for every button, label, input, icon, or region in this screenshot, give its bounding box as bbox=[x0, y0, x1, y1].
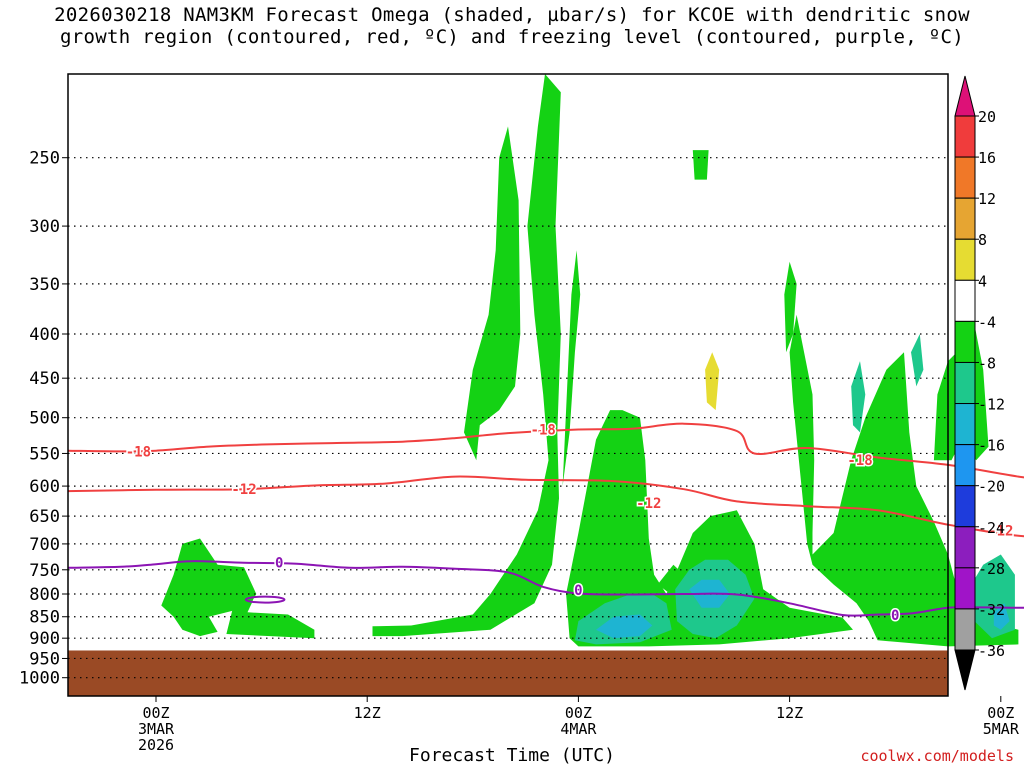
omega-region-21 bbox=[596, 614, 653, 639]
plot-border bbox=[67, 73, 949, 697]
colorbar-swatch-7 bbox=[954, 403, 976, 446]
xtick-label-2-1: 4MAR bbox=[560, 720, 597, 738]
ytick-label-750: 750 bbox=[29, 561, 60, 581]
ytick-label-550: 550 bbox=[29, 444, 60, 464]
omega-region-8 bbox=[464, 126, 521, 461]
plot-frame bbox=[67, 73, 949, 697]
ytick-label-600: 600 bbox=[29, 477, 60, 497]
contour-line-2 bbox=[67, 560, 1024, 617]
colorbar-swatch-8 bbox=[954, 444, 976, 487]
contour-label-8: 0 bbox=[891, 608, 899, 624]
ytick-label-850: 850 bbox=[29, 608, 60, 628]
colorbar-swatch-11 bbox=[954, 567, 976, 610]
colorbar-swatch-6 bbox=[954, 361, 976, 405]
colorbar-label-7: -12 bbox=[978, 396, 1005, 414]
ytick-label-950: 950 bbox=[29, 649, 60, 669]
colorbar-swatch-3 bbox=[954, 238, 976, 281]
xtick-label-4-1: 5MAR bbox=[983, 720, 1020, 738]
omega-region-9 bbox=[562, 250, 581, 487]
omega-region-12 bbox=[784, 261, 797, 353]
ytick-label-350: 350 bbox=[29, 275, 60, 295]
omega-region-7 bbox=[372, 74, 561, 637]
contour-label-5: -12 bbox=[988, 523, 1013, 539]
xtick-label-3-0: 12Z bbox=[776, 704, 803, 722]
contour-closed-0 bbox=[244, 595, 286, 604]
omega-region-0 bbox=[149, 186, 209, 362]
chart-title: 2026030218 NAM3KM Forecast Omega (shaded… bbox=[0, 4, 1024, 48]
contour-line-1 bbox=[67, 475, 1024, 538]
omega-region-23 bbox=[993, 603, 1010, 630]
colorbar-label-4: 4 bbox=[978, 272, 987, 290]
xtick-label-4-0: 00Z bbox=[987, 704, 1014, 722]
contour-line-0 bbox=[67, 422, 1024, 479]
xtick-label-1-0: 12Z bbox=[354, 704, 381, 722]
colorbar-label-9: -20 bbox=[978, 478, 1005, 496]
ytick-label-1000: 1000 bbox=[19, 669, 60, 689]
colorbar-swatch-9 bbox=[954, 485, 976, 528]
colorbar-swatch-5 bbox=[954, 320, 976, 363]
ytick-label-450: 450 bbox=[29, 369, 60, 389]
omega-region-4 bbox=[692, 150, 709, 180]
colorbar-swatch-2 bbox=[954, 197, 976, 240]
colorbar-label-13: -36 bbox=[978, 642, 1005, 660]
omega-shading bbox=[149, 74, 1019, 647]
ytick-label-800: 800 bbox=[29, 585, 60, 605]
colorbar-bottom-arrow bbox=[954, 649, 976, 691]
omega-region-18 bbox=[851, 361, 866, 433]
colorbar-label-0: 20 bbox=[978, 108, 996, 126]
title-line-2: growth region (contoured, red, ºC) and f… bbox=[60, 26, 964, 48]
contour-label-7: 0 bbox=[574, 583, 582, 599]
ytick-label-900: 900 bbox=[29, 629, 60, 649]
omega-region-13 bbox=[789, 314, 1019, 647]
colorbar-swatch-12 bbox=[954, 608, 976, 651]
omega-region-6 bbox=[226, 584, 315, 639]
terrain-layer bbox=[68, 650, 948, 696]
contour-label-0: -18 bbox=[126, 444, 151, 460]
ytick-label-700: 700 bbox=[29, 535, 60, 555]
ytick-label-500: 500 bbox=[29, 409, 60, 429]
colorbar-swatch-4 bbox=[954, 279, 976, 322]
colorbar-swatch-1 bbox=[954, 156, 976, 199]
pressure-gridlines bbox=[68, 157, 948, 679]
contour-label-3: -12 bbox=[231, 482, 256, 498]
omega-region-10 bbox=[566, 410, 853, 647]
x-axis-label: Forecast Time (UTC) bbox=[409, 745, 615, 766]
colorbar-label-3: 8 bbox=[978, 231, 987, 249]
xtick-label-0-1: 3MAR bbox=[138, 720, 175, 738]
omega-region-19 bbox=[911, 334, 924, 387]
colorbar-label-12: -32 bbox=[978, 601, 1005, 619]
colorbar-label-11: -28 bbox=[978, 560, 1005, 578]
colorbar-label-6: -8 bbox=[978, 354, 996, 372]
temperature-contours: -18 -18 -18 -12 -12 -12 0 0 0 bbox=[67, 421, 1024, 625]
ytick-label-300: 300 bbox=[29, 217, 60, 237]
omega-region-3 bbox=[705, 352, 720, 411]
colorbar-label-1: 16 bbox=[978, 149, 996, 167]
ytick-label-400: 400 bbox=[29, 325, 60, 345]
colorbar: 20 16 12 8 4 -4 -8 -12 -16 -20 -24 -28 -32 -36 bbox=[954, 75, 1005, 691]
xtick-label-2-0: 00Z bbox=[565, 704, 592, 722]
contour-label-2: -18 bbox=[847, 453, 872, 469]
contour-label-4: -12 bbox=[636, 496, 661, 512]
colorbar-swatch-10 bbox=[954, 526, 976, 569]
xtick-label-0-2: 2026 bbox=[138, 736, 174, 754]
omega-region-5 bbox=[161, 538, 257, 637]
terrain-fill bbox=[68, 650, 948, 696]
y-axis-ticks: 2503003504004505005506006507007508008509… bbox=[19, 149, 68, 689]
xtick-label-0-0: 00Z bbox=[142, 704, 169, 722]
ytick-label-250: 250 bbox=[29, 149, 60, 169]
colorbar-label-10: -24 bbox=[978, 519, 1005, 537]
contour-label-1: -18 bbox=[531, 423, 556, 439]
title-line-1: 2026030218 NAM3KM Forecast Omega (shaded… bbox=[54, 4, 970, 26]
colorbar-swatch-0 bbox=[954, 115, 976, 158]
colorbar-label-2: 12 bbox=[978, 190, 996, 208]
colorbar-label-5: -4 bbox=[978, 313, 996, 331]
contour-label-6: 0 bbox=[275, 556, 283, 572]
ytick-label-650: 650 bbox=[29, 507, 60, 527]
omega-region-1 bbox=[694, 200, 760, 454]
site-credit: coolwx.com/models bbox=[860, 747, 1014, 765]
colorbar-label-8: -16 bbox=[978, 437, 1005, 455]
colorbar-top-arrow bbox=[954, 75, 976, 117]
